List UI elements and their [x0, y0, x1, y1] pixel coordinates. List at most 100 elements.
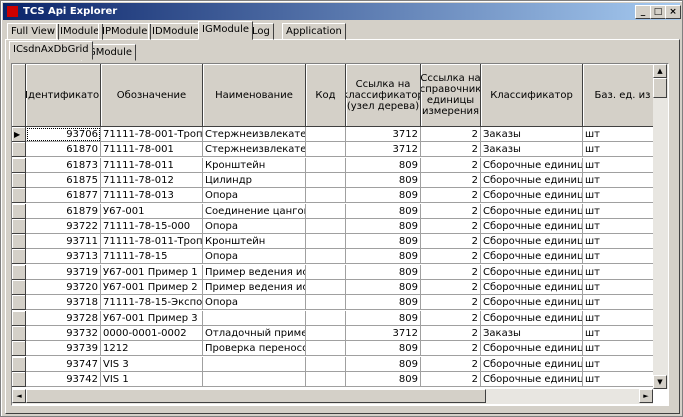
unit-cell[interactable]: шт — [583, 264, 663, 280]
name-cell[interactable]: Кронштейн — [203, 234, 306, 250]
row-indicator[interactable] — [12, 310, 26, 326]
designation-cell[interactable]: 1212 — [101, 341, 203, 357]
unit-ref-cell[interactable]: 2 — [421, 264, 481, 280]
name-cell[interactable] — [203, 356, 306, 372]
classifier-ref-cell[interactable]: 809 — [346, 356, 421, 372]
id-cell[interactable]: 61877 — [26, 188, 101, 204]
designation-cell[interactable]: 71111-78-001 — [101, 142, 203, 158]
id-cell[interactable]: 93742 — [26, 371, 101, 387]
unit-ref-cell[interactable]: 2 — [421, 157, 481, 173]
scroll-left[interactable]: ◄ — [12, 389, 26, 403]
row-indicator[interactable]: ▶ — [12, 127, 26, 142]
classifier-cell[interactable]: Сборочные единицы — [481, 280, 583, 295]
classifier-cell[interactable]: Сборочные единицы — [481, 264, 583, 280]
id-cell[interactable]: 61873 — [26, 157, 101, 173]
code-cell[interactable] — [306, 371, 346, 387]
unit-ref-cell[interactable]: 2 — [421, 325, 481, 341]
classifier-ref-cell[interactable]: 809 — [346, 188, 421, 204]
column-header[interactable]: Классификатор — [481, 64, 583, 127]
id-cell[interactable]: 93747 — [26, 356, 101, 372]
row-indicator[interactable] — [12, 188, 26, 204]
code-cell[interactable] — [306, 127, 346, 142]
close-button[interactable]: × — [665, 5, 681, 19]
tab[interactable]: IDModule — [148, 23, 204, 40]
name-cell[interactable]: Цилиндр — [203, 172, 306, 188]
horizontal-scrollbar[interactable]: ◄ ► — [12, 389, 653, 404]
designation-cell[interactable]: 0000-0001-0002 — [101, 325, 203, 341]
classifier-ref-cell[interactable]: 3712 — [346, 142, 421, 158]
code-cell[interactable] — [306, 325, 346, 341]
name-cell[interactable]: Опора — [203, 188, 306, 204]
unit-cell[interactable]: шт — [583, 249, 663, 265]
classifier-cell[interactable]: Сборочные единицы — [481, 249, 583, 265]
name-cell[interactable]: Соединение цанговое — [203, 203, 306, 219]
vertical-scrollbar[interactable]: ▲ ▼ — [653, 64, 668, 389]
row-indicator[interactable] — [12, 325, 26, 341]
name-cell[interactable]: Опора — [203, 295, 306, 311]
unit-cell[interactable]: шт — [583, 172, 663, 188]
code-cell[interactable] — [306, 172, 346, 188]
name-cell[interactable]: Стержнеизвлекатель — [203, 127, 306, 142]
code-cell[interactable] — [306, 264, 346, 280]
designation-cell[interactable]: У67-001 Пример 3 — [101, 310, 203, 326]
classifier-ref-cell[interactable]: 809 — [346, 341, 421, 357]
id-cell[interactable]: 93718 — [26, 295, 101, 311]
column-header[interactable]: Идентификатор — [26, 64, 101, 127]
name-cell[interactable]: Опора — [203, 249, 306, 265]
unit-cell[interactable]: шт — [583, 280, 663, 295]
id-cell[interactable]: 93732 — [26, 325, 101, 341]
row-indicator[interactable] — [12, 264, 26, 280]
code-cell[interactable] — [306, 249, 346, 265]
unit-cell[interactable]: шт — [583, 310, 663, 326]
code-cell[interactable] — [306, 280, 346, 295]
code-cell[interactable] — [306, 142, 346, 158]
classifier-ref-cell[interactable]: 809 — [346, 295, 421, 311]
column-header[interactable]: Сссылка на справочник единицы измерения — [421, 64, 481, 127]
scroll-thumb[interactable] — [653, 78, 667, 98]
designation-cell[interactable]: VIS 1 — [101, 371, 203, 387]
scroll-down[interactable]: ▼ — [653, 375, 667, 389]
unit-ref-cell[interactable]: 2 — [421, 142, 481, 158]
classifier-ref-cell[interactable]: 809 — [346, 371, 421, 387]
unit-ref-cell[interactable]: 2 — [421, 371, 481, 387]
classifier-ref-cell[interactable]: 809 — [346, 249, 421, 265]
designation-cell[interactable]: У67-001 Пример 1 — [101, 264, 203, 280]
designation-cell[interactable]: 71111-78-012 — [101, 172, 203, 188]
classifier-ref-cell[interactable]: 809 — [346, 280, 421, 295]
id-cell[interactable]: 61870 — [26, 142, 101, 158]
code-cell[interactable] — [306, 188, 346, 204]
tab[interactable]: IModule — [56, 23, 104, 40]
row-indicator[interactable] — [12, 234, 26, 250]
unit-cell[interactable]: шт — [583, 341, 663, 357]
row-indicator[interactable] — [12, 356, 26, 372]
unit-ref-cell[interactable]: 2 — [421, 203, 481, 219]
column-header[interactable]: Ссылка на классификатор (узел дерева) — [346, 64, 421, 127]
code-cell[interactable] — [306, 356, 346, 372]
designation-cell[interactable]: 71111-78-011 — [101, 157, 203, 173]
row-indicator[interactable] — [12, 341, 26, 357]
column-header[interactable]: Код — [306, 64, 346, 127]
unit-cell[interactable]: шт — [583, 188, 663, 204]
unit-cell[interactable]: шт — [583, 157, 663, 173]
classifier-cell[interactable]: Сборочные единицы — [481, 172, 583, 188]
classifier-ref-cell[interactable]: 809 — [346, 310, 421, 326]
id-cell[interactable]: 61879 — [26, 203, 101, 219]
id-cell[interactable]: 93719 — [26, 264, 101, 280]
column-header[interactable]: Обозначение — [101, 64, 203, 127]
tab[interactable]: Full View — [7, 23, 60, 40]
id-cell[interactable]: 61875 — [26, 172, 101, 188]
classifier-ref-cell[interactable]: 809 — [346, 203, 421, 219]
maximize-button[interactable]: □ — [650, 5, 666, 19]
name-cell[interactable]: Пример ведения испол — [203, 264, 306, 280]
designation-cell[interactable]: У67-001 Пример 2 — [101, 280, 203, 295]
name-cell[interactable]: Стержнеизвлекатель — [203, 142, 306, 158]
classifier-ref-cell[interactable]: 3712 — [346, 325, 421, 341]
classifier-cell[interactable]: Сборочные единицы — [481, 371, 583, 387]
unit-ref-cell[interactable]: 2 — [421, 234, 481, 250]
unit-cell[interactable]: шт — [583, 356, 663, 372]
unit-cell[interactable]: шт — [583, 218, 663, 234]
designation-cell[interactable]: 71111-78-15-000 — [101, 218, 203, 234]
id-cell[interactable]: 93713 — [26, 249, 101, 265]
designation-cell[interactable]: 71111-78-001-Тропичес — [101, 127, 203, 142]
name-cell[interactable] — [203, 310, 306, 326]
